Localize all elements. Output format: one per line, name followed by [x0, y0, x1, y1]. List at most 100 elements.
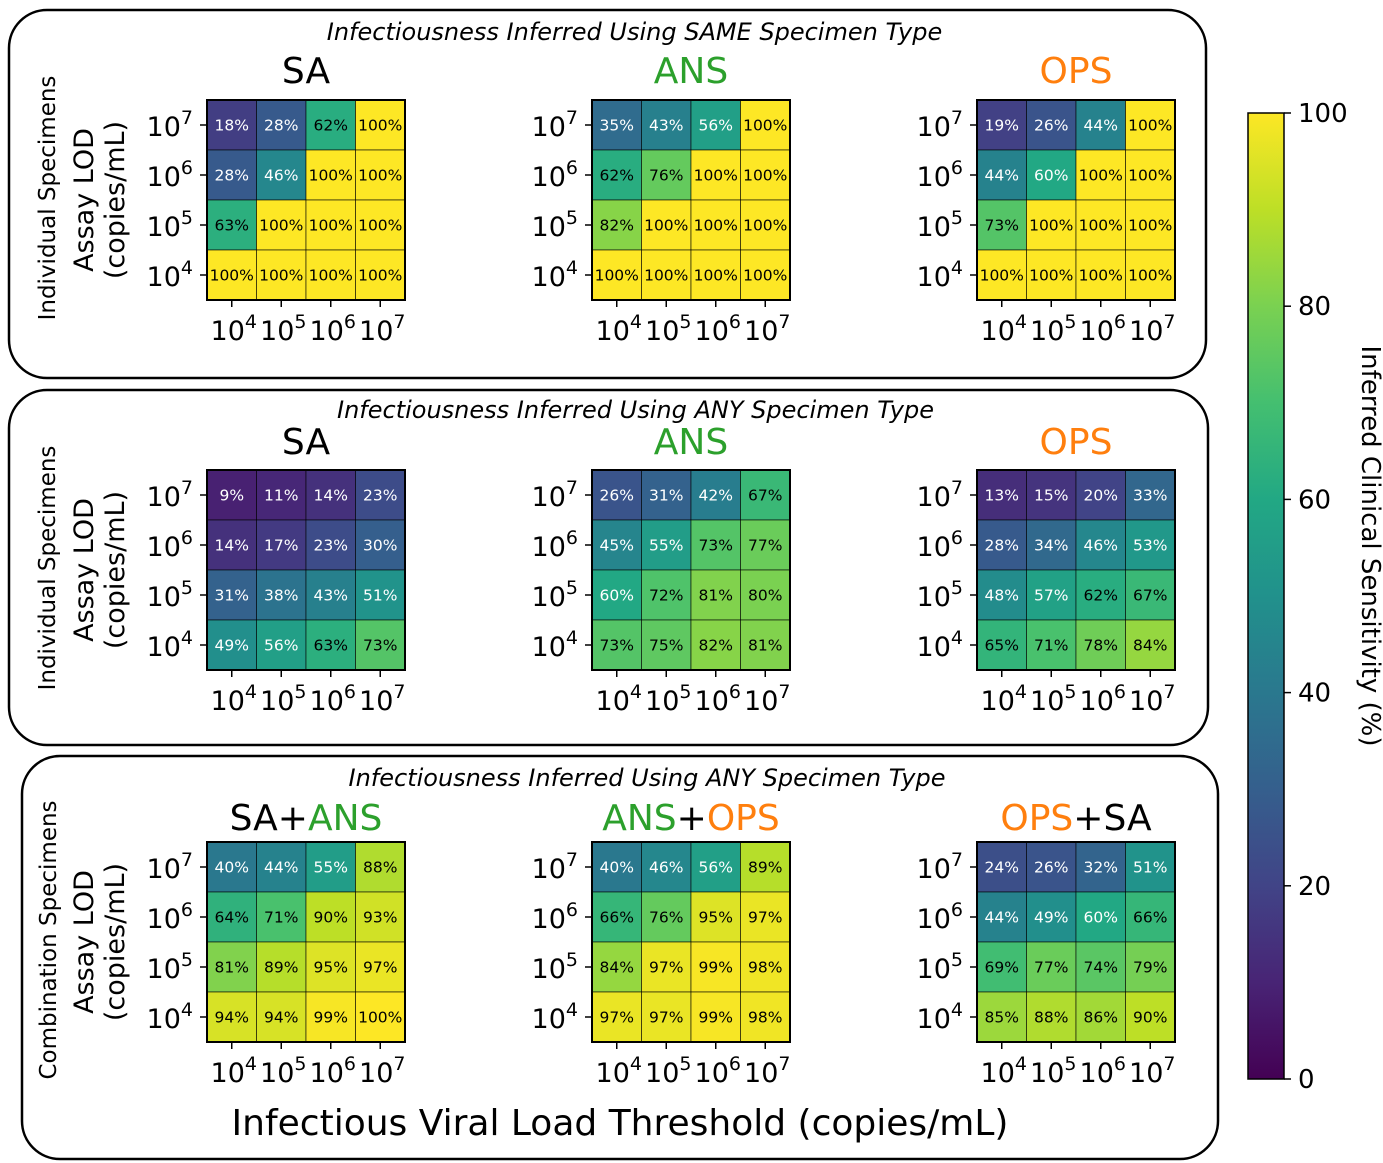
- heatmap-cell: [256, 199, 307, 251]
- y-tick-label: 107: [147, 107, 193, 143]
- y-tick-label: 107: [917, 107, 963, 143]
- cell-value-label: 97%: [649, 1009, 683, 1027]
- panel-title-part: SA: [282, 422, 331, 463]
- colorbar-tick-label: 80: [1298, 292, 1331, 322]
- cell-value-label: 35%: [600, 117, 634, 135]
- row-group-label: Combination Specimens: [36, 800, 62, 1079]
- cell-value-label: 34%: [1034, 537, 1068, 555]
- heatmap-cell: [355, 149, 406, 201]
- cell-value-label: 100%: [694, 267, 738, 285]
- heatmap-cell: [976, 841, 1027, 893]
- heatmap-cell: [1026, 991, 1077, 1043]
- cell-value-label: 100%: [743, 117, 787, 135]
- x-tick-label: 106: [695, 1053, 741, 1089]
- heatmap-cell: [1026, 149, 1077, 201]
- x-tick-label: 104: [981, 1053, 1027, 1089]
- cell-value-label: 99%: [699, 959, 733, 977]
- heatmap-cell: [1125, 891, 1176, 943]
- heatmap-cell: [256, 149, 307, 201]
- section-title: Infectiousness Inferred Using ANY Specim…: [337, 396, 934, 424]
- cell-value-label: 11%: [264, 487, 298, 505]
- cell-value-label: 97%: [363, 959, 397, 977]
- x-tick-label: 105: [645, 311, 691, 347]
- cell-value-label: 80%: [748, 587, 782, 605]
- cell-value-label: 99%: [699, 1009, 733, 1027]
- y-tick-label: 107: [532, 477, 578, 513]
- panel-frame: [976, 469, 1176, 671]
- x-tick-label: 105: [645, 1053, 691, 1089]
- heatmap-cell: [355, 249, 406, 301]
- heatmap-cell: [256, 941, 307, 993]
- heatmap-cell: [591, 469, 642, 521]
- cell-value-label: 56%: [699, 859, 733, 877]
- heatmap-cell: [1075, 249, 1126, 301]
- panel-title-part: ANS: [654, 51, 728, 92]
- cell-value-label: 28%: [215, 167, 249, 185]
- cell-value-label: 82%: [699, 637, 733, 655]
- cell-value-label: 53%: [1133, 537, 1167, 555]
- cell-value-label: 32%: [1084, 859, 1118, 877]
- heatmap-panel: OPS 19% 26% 44% 100% 44% 60% 100% 100% 73% 100% 100…: [917, 51, 1176, 347]
- colorbar: 0 20 40 60 80 100 Inferred Clinical Sensitivit…: [1247, 99, 1383, 1095]
- colorbar-tick-label: 0: [1298, 1065, 1315, 1095]
- heatmap-cell: [591, 249, 642, 301]
- cell-value-label: 73%: [699, 537, 733, 555]
- cell-value-label: 19%: [985, 117, 1019, 135]
- cell-value-label: 63%: [314, 637, 348, 655]
- heatmap-cell: [1026, 891, 1077, 943]
- cell-value-label: 81%: [748, 637, 782, 655]
- x-tick-label: 107: [744, 1053, 790, 1089]
- cell-value-label: 84%: [600, 959, 634, 977]
- cell-value-label: 73%: [363, 637, 397, 655]
- x-tick-label: 106: [695, 681, 741, 717]
- cell-value-label: 56%: [699, 117, 733, 135]
- y-tick-label: 104: [917, 627, 963, 663]
- cell-value-label: 13%: [985, 487, 1019, 505]
- panel-frame: [976, 99, 1176, 301]
- cell-value-label: 43%: [314, 587, 348, 605]
- x-tick-label: 104: [596, 1053, 642, 1089]
- panel-title: ANS: [654, 51, 728, 92]
- x-tick-label: 105: [1030, 681, 1076, 717]
- x-tick-label: 105: [260, 311, 306, 347]
- cell-value-label: 100%: [358, 117, 402, 135]
- panel-title-part: SA: [1103, 798, 1152, 839]
- heatmap-cell: [206, 941, 257, 993]
- x-tick-label: 105: [1030, 1053, 1076, 1089]
- cell-value-label: 100%: [1128, 167, 1172, 185]
- y-tick-label: 104: [147, 627, 193, 663]
- cell-value-label: 20%: [1084, 487, 1118, 505]
- y-tick-label: 105: [532, 577, 578, 613]
- heatmap-cell: [305, 891, 356, 943]
- cell-value-label: 100%: [1079, 167, 1123, 185]
- y-tick-label: 105: [532, 207, 578, 243]
- panel-title-part: +: [677, 798, 707, 839]
- colorbar-tick-label: 60: [1298, 485, 1331, 515]
- x-tick-label: 104: [596, 311, 642, 347]
- cell-value-label: 67%: [748, 487, 782, 505]
- panel-title-part: SA: [282, 51, 331, 92]
- heatmap-panel: SA 18% 28% 62% 100% 28% 46% 100% 100% 63% 100% 100%…: [69, 51, 406, 347]
- cell-value-label: 55%: [649, 537, 683, 555]
- y-tick-label: 107: [917, 849, 963, 885]
- colorbar-tick-label: 40: [1298, 679, 1331, 709]
- cell-value-label: 100%: [259, 267, 303, 285]
- heatmap-cell: [690, 99, 741, 151]
- heatmap-cell: [305, 569, 356, 621]
- heatmap-cell: [206, 519, 257, 571]
- cell-value-label: 81%: [699, 587, 733, 605]
- x-tick-label: 107: [1129, 681, 1175, 717]
- cell-value-label: 44%: [985, 909, 1019, 927]
- cell-value-label: 100%: [694, 217, 738, 235]
- y-axis-label: Assay LOD: [69, 498, 100, 642]
- heatmap-cell: [591, 199, 642, 251]
- x-tick-label: 107: [744, 681, 790, 717]
- panel-frame: [206, 469, 406, 671]
- cell-value-label: 28%: [985, 537, 1019, 555]
- panel-title: OPS: [1040, 422, 1113, 463]
- cell-value-label: 100%: [309, 267, 353, 285]
- panel-title: SA: [282, 51, 331, 92]
- heatmap-cell: [206, 891, 257, 943]
- cell-value-label: 73%: [985, 217, 1019, 235]
